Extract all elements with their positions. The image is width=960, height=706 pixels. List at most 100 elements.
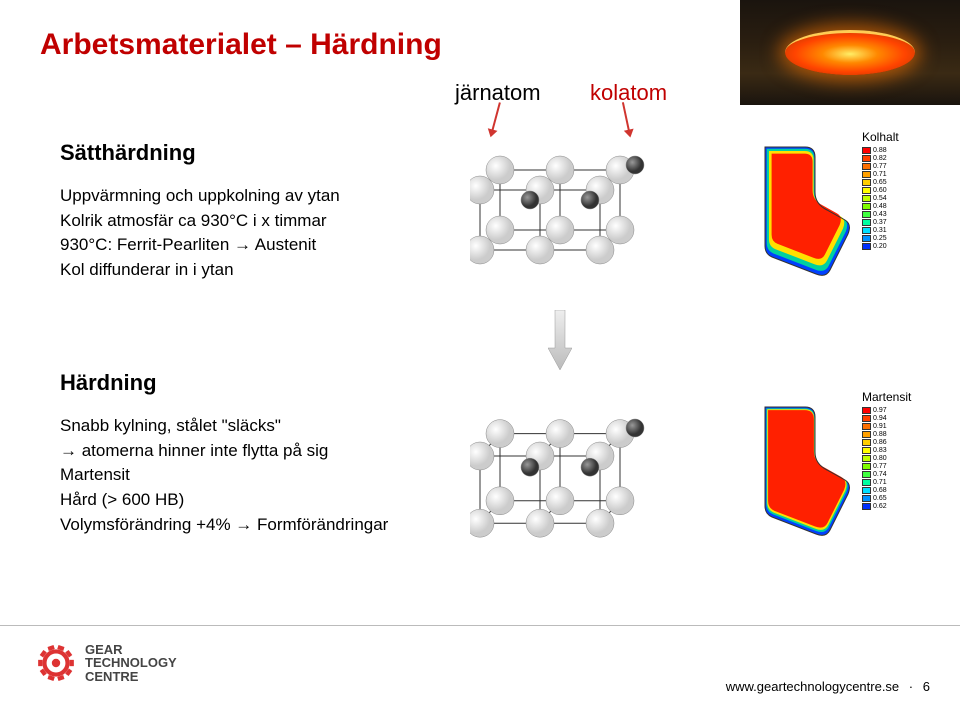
legend-row: 0.77 (862, 162, 907, 170)
legend-value: 0.86 (873, 439, 887, 446)
legend-row: 0.71 (862, 478, 907, 486)
legend-row: 0.77 (862, 462, 907, 470)
legend-swatch (862, 471, 871, 478)
legend-swatch (862, 447, 871, 454)
legend-swatch (862, 415, 871, 422)
legend-value: 0.83 (873, 447, 887, 454)
legend-value: 0.37 (873, 219, 887, 226)
legend-swatch (862, 479, 871, 486)
legend-value: 0.71 (873, 479, 887, 486)
legend-row: 0.83 (862, 446, 907, 454)
legend-title: Kolhalt (862, 130, 907, 144)
carburizing-body: Uppvärmning och uppkolning av ytan Kolri… (60, 184, 420, 283)
legend-swatch (862, 407, 871, 414)
legend-swatch (862, 439, 871, 446)
legend-swatch (862, 195, 871, 202)
legend-swatch (862, 171, 871, 178)
text-line: → atomerna hinner inte flytta på sig (60, 439, 440, 464)
legend-swatch (862, 147, 871, 154)
legend-value: 0.71 (873, 171, 887, 178)
legend-value: 0.60 (873, 187, 887, 194)
legend-swatch (862, 463, 871, 470)
footer: www.geartechnologycentre.se · 6 (726, 679, 930, 694)
legend-row: 0.82 (862, 154, 907, 162)
legend-value: 0.97 (873, 407, 887, 414)
legend-value: 0.94 (873, 415, 887, 422)
page-title: Arbetsmaterialet – Härdning (40, 28, 442, 62)
legend-value: 0.31 (873, 227, 887, 234)
logo-line: TECHNOLOGY (85, 656, 177, 670)
legend-value: 0.77 (873, 463, 887, 470)
hot-gear-glow (785, 30, 915, 75)
legend-swatch (862, 219, 871, 226)
legend-row: 0.20 (862, 242, 907, 250)
legend-row: 0.68 (862, 486, 907, 494)
subtitle-carburizing: Sätthärdning (60, 140, 420, 166)
legend-swatch (862, 187, 871, 194)
legend-swatch (862, 155, 871, 162)
legend-value: 0.20 (873, 243, 887, 250)
text-line: Kolrik atmosfär ca 930°C i x timmar (60, 209, 420, 234)
crystal-lattice-martensite (470, 390, 650, 550)
legend-row: 0.65 (862, 494, 907, 502)
legend-swatch (862, 227, 871, 234)
legend-value: 0.82 (873, 155, 887, 162)
crystal-lattice-austenite (470, 130, 650, 290)
legend-row: 0.94 (862, 414, 907, 422)
hardening-body: Snabb kylning, stålet "släcks" → atomern… (60, 414, 440, 537)
legend-value: 0.68 (873, 487, 887, 494)
legend-value: 0.77 (873, 163, 887, 170)
text-line: Martensit (60, 463, 440, 488)
legend-swatch (862, 163, 871, 170)
legend-swatch (862, 503, 871, 510)
logo-text: GEAR TECHNOLOGY CENTRE (85, 643, 177, 684)
legend-value: 0.25 (873, 235, 887, 242)
pointer-carbon-atom (622, 102, 630, 132)
legend-swatch (862, 423, 871, 430)
text-line: Hård (> 600 HB) (60, 488, 440, 513)
text-line: Uppvärmning och uppkolning av ytan (60, 184, 420, 209)
legend-value: 0.88 (873, 431, 887, 438)
legend-row: 0.80 (862, 454, 907, 462)
label-carbon-atom: kolatom (590, 80, 667, 106)
legend-carbon: Kolhalt 0.880.820.770.710.650.600.540.48… (862, 130, 907, 250)
legend-row: 0.25 (862, 234, 907, 242)
legend-martensite: Martensit 0.970.940.910.880.860.830.800.… (862, 390, 907, 510)
divider (0, 625, 960, 626)
subtitle-hardening: Härdning (60, 370, 440, 396)
legend-swatch (862, 235, 871, 242)
legend-row: 0.74 (862, 470, 907, 478)
legend-value: 0.43 (873, 211, 887, 218)
section-carburizing: Sätthärdning Uppvärmning och uppkolning … (60, 140, 420, 283)
legend-title: Martensit (862, 390, 907, 404)
legend-value: 0.74 (873, 471, 887, 478)
legend-row: 0.91 (862, 422, 907, 430)
section-hardening: Härdning Snabb kylning, stålet "släcks" … (60, 370, 440, 537)
simulation-carbon-content: Kolhalt 0.880.820.770.710.650.600.540.48… (750, 130, 885, 285)
legend-swatch (862, 431, 871, 438)
gear-tooth-profile (760, 402, 855, 542)
legend-row: 0.48 (862, 202, 907, 210)
legend-row: 0.60 (862, 186, 907, 194)
induction-heating-photo (740, 0, 960, 105)
legend-row: 0.31 (862, 226, 907, 234)
logo-line: GEAR (85, 643, 177, 657)
logo: GEAR TECHNOLOGY CENTRE (35, 642, 177, 684)
legend-swatch (862, 179, 871, 186)
footer-page: 6 (923, 679, 930, 694)
text-line: Snabb kylning, stålet "släcks" (60, 414, 440, 439)
legend-row: 0.62 (862, 502, 907, 510)
legend-swatch (862, 455, 871, 462)
text-line: Kol diffunderar in i ytan (60, 258, 420, 283)
legend-value: 0.80 (873, 455, 887, 462)
legend-value: 0.48 (873, 203, 887, 210)
gear-icon (35, 642, 77, 684)
legend-value: 0.65 (873, 495, 887, 502)
legend-row: 0.88 (862, 146, 907, 154)
legend-value: 0.54 (873, 195, 887, 202)
legend-swatch (862, 243, 871, 250)
legend-swatch (862, 487, 871, 494)
legend-row: 0.37 (862, 218, 907, 226)
legend-row: 0.71 (862, 170, 907, 178)
legend-row: 0.86 (862, 438, 907, 446)
